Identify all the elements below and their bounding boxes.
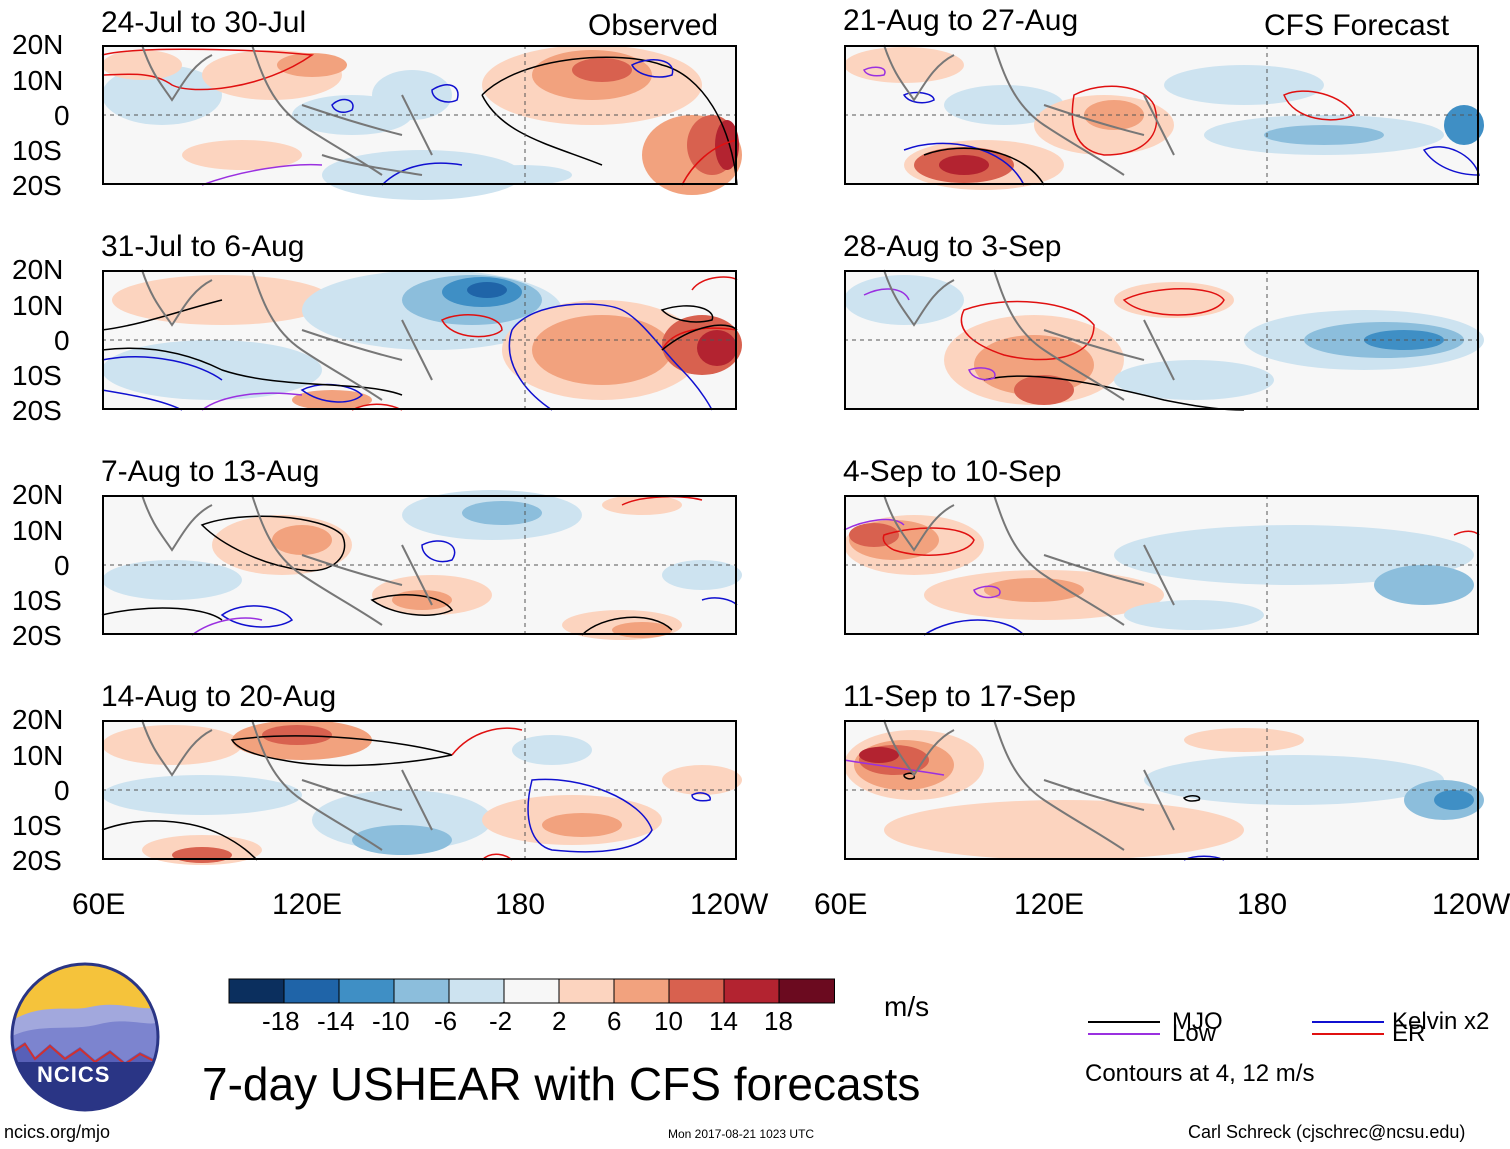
colorbar-tick-label: -6	[434, 1006, 458, 1036]
colorbar-swatch-0	[228, 978, 285, 1004]
map-panel-left-4	[101, 719, 742, 865]
panel-title-left-4: 14-Aug to 20-Aug	[101, 680, 337, 713]
colorbar-tick-label: 10	[654, 1006, 683, 1036]
lon-120e-right: 120E	[1014, 888, 1085, 921]
legend-line-er	[1312, 1033, 1384, 1035]
panel-title-left-3: 7-Aug to 13-Aug	[101, 455, 320, 488]
colorbar-tick-label: -18	[262, 1006, 300, 1036]
legend-line-mjo	[1088, 1021, 1160, 1023]
colorbar-swatch-9	[723, 978, 780, 1004]
colorbar-tick-label: -2	[489, 1006, 513, 1036]
units-label: m/s	[884, 991, 930, 1022]
map-panel-right-4	[843, 719, 1484, 861]
map-panel-right-1	[844, 44, 1484, 190]
lat-20n: 20N	[12, 29, 64, 60]
lon-120e-left: 120E	[272, 888, 343, 921]
logo-text: NCICS	[37, 1062, 111, 1087]
lat-10n: 10N	[12, 740, 64, 771]
panel-title-right-1: 21-Aug to 27-Aug	[843, 4, 1079, 37]
lat-0: 0	[54, 550, 70, 581]
colorbar-swatch-3	[393, 978, 450, 1004]
colorbar-swatch-10	[778, 978, 835, 1004]
colorbar-tick-label: -14	[317, 1006, 355, 1036]
colorbar-swatch-7	[613, 978, 670, 1004]
colorbar-tick-label: 2	[552, 1006, 567, 1036]
legend-label-mjo: MJO	[1172, 1008, 1223, 1035]
lon-180-right: 180	[1237, 888, 1288, 921]
site-url: ncics.org/mjo	[4, 1122, 111, 1142]
legend-line-kelvin	[1312, 1021, 1384, 1023]
lat-20s: 20S	[12, 845, 62, 876]
lat-10n: 10N	[12, 515, 64, 546]
lon-120w-left: 120W	[690, 888, 769, 921]
legend-label-kelvin: Kelvin x2	[1392, 1008, 1490, 1035]
lat-10s: 10S	[12, 810, 62, 841]
figure-title: 7-day USHEAR with CFS forecasts	[202, 1058, 921, 1110]
colorbar-swatch-2	[338, 978, 395, 1004]
lat-10n: 10N	[12, 65, 64, 96]
lat-0: 0	[54, 325, 70, 356]
lat-10s: 10S	[12, 135, 62, 166]
lon-180-left: 180	[495, 888, 546, 921]
colorbar-tick-label: 14	[709, 1006, 738, 1036]
lat-0: 0	[54, 775, 70, 806]
lat-20n: 20N	[12, 254, 64, 285]
observed-label: Observed	[588, 9, 719, 42]
map-panel-right-2	[844, 269, 1484, 411]
panel-title-right-4: 11-Sep to 17-Sep	[843, 680, 1076, 713]
lon-60e-left: 60E	[72, 888, 126, 921]
map-panel-left-2	[101, 269, 742, 411]
legend-line-low	[1088, 1033, 1160, 1035]
lat-20s: 20S	[12, 395, 62, 426]
lat-20s: 20S	[12, 620, 62, 651]
timestamp: Mon 2017-08-21 1023 UTC	[668, 1127, 815, 1141]
legend-label-er: ER	[1392, 1020, 1426, 1047]
contour-note: Contours at 4, 12 m/s	[1085, 1060, 1315, 1087]
colorbar-tick-label: 18	[764, 1006, 793, 1036]
lat-0: 0	[54, 100, 70, 131]
lon-120w-right: 120W	[1432, 888, 1510, 921]
map-panel-left-3	[101, 490, 742, 640]
panel-title-left-2: 31-Jul to 6-Aug	[101, 230, 305, 263]
cfs-forecast-label: CFS Forecast	[1264, 9, 1450, 42]
colorbar-tick-label: -10	[372, 1006, 410, 1036]
colorbar-swatch-1	[283, 978, 340, 1004]
lat-20n: 20N	[12, 479, 64, 510]
lat-10s: 10S	[12, 360, 62, 391]
lon-60e-right: 60E	[814, 888, 868, 921]
map-panel-right-3	[843, 494, 1480, 636]
panel-title-right-3: 4-Sep to 10-Sep	[843, 455, 1062, 488]
colorbar	[228, 978, 835, 1004]
ncics-logo	[10, 962, 160, 1112]
map-panel-left-1	[101, 44, 742, 200]
colorbar-swatch-6	[558, 978, 615, 1004]
colorbar-swatch-5	[503, 978, 560, 1004]
colorbar-swatch-8	[668, 978, 725, 1004]
lat-20n: 20N	[12, 704, 64, 735]
lat-20s: 20S	[12, 170, 62, 201]
legend-label-low: Low	[1172, 1020, 1217, 1047]
colorbar-tick-label: 6	[607, 1006, 622, 1036]
panel-title-right-2: 28-Aug to 3-Sep	[843, 230, 1062, 263]
author-credit: Carl Schreck (cjschrec@ncsu.edu)	[1188, 1122, 1466, 1142]
colorbar-swatch-4	[448, 978, 505, 1004]
lat-10n: 10N	[12, 290, 64, 321]
lat-10s: 10S	[12, 585, 62, 616]
panel-title-left-1: 24-Jul to 30-Jul	[101, 6, 307, 39]
